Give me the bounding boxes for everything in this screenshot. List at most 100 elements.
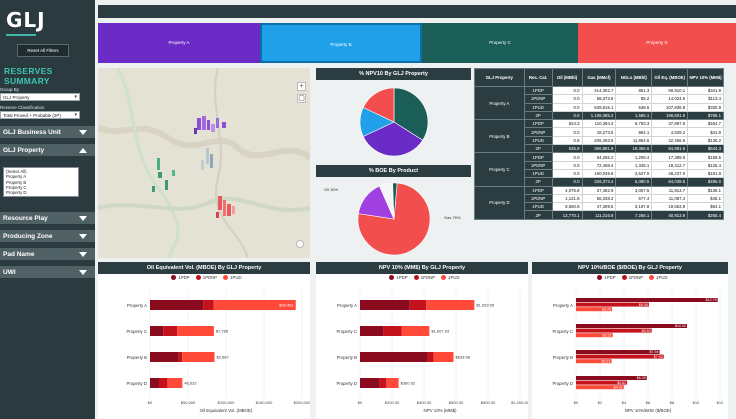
bar[interactable] [213, 300, 296, 310]
bar[interactable] [401, 326, 430, 336]
list-item[interactable]: Property C [6, 184, 27, 190]
table-cell: 366,881.8 [581, 144, 617, 154]
zoom-in-button[interactable]: + [297, 82, 306, 91]
accordion-glj-property[interactable]: GLJ Property [0, 144, 95, 157]
table-cell: 1,585.1 [615, 110, 653, 121]
map-cluster-property-d[interactable] [216, 196, 235, 218]
list-item[interactable]: Property A [6, 174, 27, 180]
boe-pie-chart: Gas 76% Oil 16% [324, 182, 461, 256]
legend-swatch [621, 275, 627, 281]
map-info-button[interactable] [296, 240, 304, 248]
tile-property-d[interactable]: Property D [578, 23, 736, 63]
bar[interactable] [163, 326, 178, 336]
bar[interactable] [150, 300, 204, 310]
bar[interactable] [576, 359, 612, 364]
bar[interactable] [386, 378, 399, 388]
sidebar: GLJ Reset All Filters RESERVES SUMMARY G… [0, 0, 95, 419]
table-row[interactable]: 2P 0.0 1,108,385.2 1,585.1 199,601.5 $786.1 [475, 110, 724, 121]
table-row[interactable]: Property A 1PDP 0.0 414,352.7 851.3 69,910.1 $… [474, 85, 724, 121]
col-header[interactable]: Oil (MBbl) [551, 68, 583, 87]
data-label: $4.61 [617, 381, 626, 385]
bar[interactable] [576, 302, 649, 307]
reserve-class-select[interactable]: Total Proved + Probable (2P) ▾ [0, 111, 80, 119]
bar[interactable] [360, 378, 380, 388]
col-header[interactable]: Gas (MMcf) [581, 68, 617, 87]
bar[interactable] [576, 376, 647, 380]
category-label: Property A [553, 303, 573, 308]
bar[interactable] [383, 326, 402, 336]
col-header[interactable]: GLJ Property [474, 68, 525, 87]
pie-slice[interactable] [362, 87, 395, 123]
col-header[interactable]: Res. Cat. [523, 68, 553, 87]
bar[interactable] [379, 378, 387, 388]
table-cell: 1PDP [523, 85, 553, 96]
zoom-out-button[interactable]: ▢ [297, 94, 306, 103]
data-label: $2,587 [217, 355, 230, 360]
list-item[interactable]: (Select All) [6, 169, 27, 174]
table-cell: 639,815.1 [581, 102, 617, 112]
bar[interactable] [167, 378, 183, 388]
bar[interactable] [576, 385, 624, 390]
table-cell: 524.3 [551, 119, 583, 129]
bar[interactable] [178, 352, 183, 362]
data-label: $7.54 [650, 350, 659, 354]
bar[interactable] [203, 300, 214, 310]
bar[interactable] [158, 378, 168, 388]
accordion-uwi[interactable]: UWI [0, 266, 95, 279]
table-row[interactable]: 2P 13,770.1 111,316.8 7,266.1 40,913.9 $265.4 [475, 210, 724, 220]
category-label: Property C [552, 329, 573, 334]
bar[interactable] [360, 326, 384, 336]
table-row[interactable]: 1PUD 8,550.8 47,399.5 3,197.8 19,653.9 $84.1 [475, 202, 724, 212]
table-row[interactable]: 1PUD 0.0 639,815.1 648.6 107,836.8 $330.8 [475, 102, 724, 112]
bar[interactable] [576, 307, 613, 312]
property-listbox[interactable]: (Select All) Property A Property B Prope… [3, 167, 79, 197]
bar[interactable] [576, 328, 652, 333]
table-cell: $341.9 [687, 85, 724, 96]
tile-property-a[interactable]: Property A [98, 23, 260, 63]
tile-property-b[interactable]: Property B [260, 23, 422, 63]
bar[interactable] [576, 298, 718, 302]
bar[interactable] [576, 380, 628, 385]
bar[interactable] [150, 326, 164, 336]
map-cluster-property-b[interactable] [201, 148, 213, 170]
table-row[interactable]: Property B 1PDP 524.3 110,384.2 6,793.3 37,89… [474, 119, 724, 154]
list-item[interactable]: Property B [6, 179, 27, 185]
table-row[interactable]: 1PUD 0.0 190,049.8 3,527.0 48,237.0 $191.8 [475, 168, 724, 179]
bar[interactable] [360, 300, 410, 310]
bar[interactable] [426, 300, 475, 310]
bar[interactable] [360, 352, 428, 362]
bar[interactable] [576, 354, 664, 359]
accordion-producing-zone[interactable]: Producing Zone [0, 230, 95, 243]
bar[interactable] [576, 333, 613, 338]
table-row[interactable]: Property D 1PDP 4,076.8 27,482.9 3,057.6 11,8… [474, 185, 724, 220]
group-by-select[interactable]: GLJ Property ▾ [0, 93, 80, 101]
map-canvas [98, 68, 310, 258]
table-row[interactable]: Property C 1PDP 0.0 64,255.2 1,208.4 17,389.8… [474, 152, 724, 187]
accordion-resource-play[interactable]: Resource Play [0, 212, 95, 225]
tile-property-c[interactable]: Property C [422, 23, 578, 63]
col-header[interactable]: Oil Eq. (MBOE) [651, 68, 689, 87]
map-cluster-property-a[interactable] [194, 116, 226, 134]
map-view[interactable]: + ▢ [98, 68, 310, 258]
bar[interactable] [576, 350, 660, 354]
list-item[interactable]: Property D [6, 190, 27, 196]
bar[interactable] [409, 300, 427, 310]
col-header[interactable]: NPV 10% (MM$) [687, 68, 724, 87]
bar[interactable] [177, 326, 214, 336]
bar[interactable] [427, 352, 434, 362]
pie-slice[interactable] [392, 182, 398, 220]
col-header[interactable]: NGLs (MBbl) [615, 68, 653, 87]
bar[interactable] [576, 324, 687, 328]
tick-label: $10 [693, 400, 700, 405]
accordion-business-unit[interactable]: GLJ Business Unit [0, 126, 95, 139]
map-cluster-property-c[interactable] [152, 158, 175, 192]
pie-slice[interactable] [362, 121, 424, 157]
table-row[interactable]: 1PUD 0.8 206,493.5 11,864.5 42,456.6 $136.2 [475, 135, 724, 146]
legend-label: 1PUD [230, 275, 242, 280]
reset-filters-button[interactable]: Reset All Filters [17, 44, 69, 57]
bar[interactable] [433, 352, 454, 362]
accordion-pad-name[interactable]: Pad Name [0, 248, 95, 261]
bar[interactable] [150, 352, 179, 362]
bar[interactable] [182, 352, 215, 362]
bar[interactable] [150, 378, 159, 388]
